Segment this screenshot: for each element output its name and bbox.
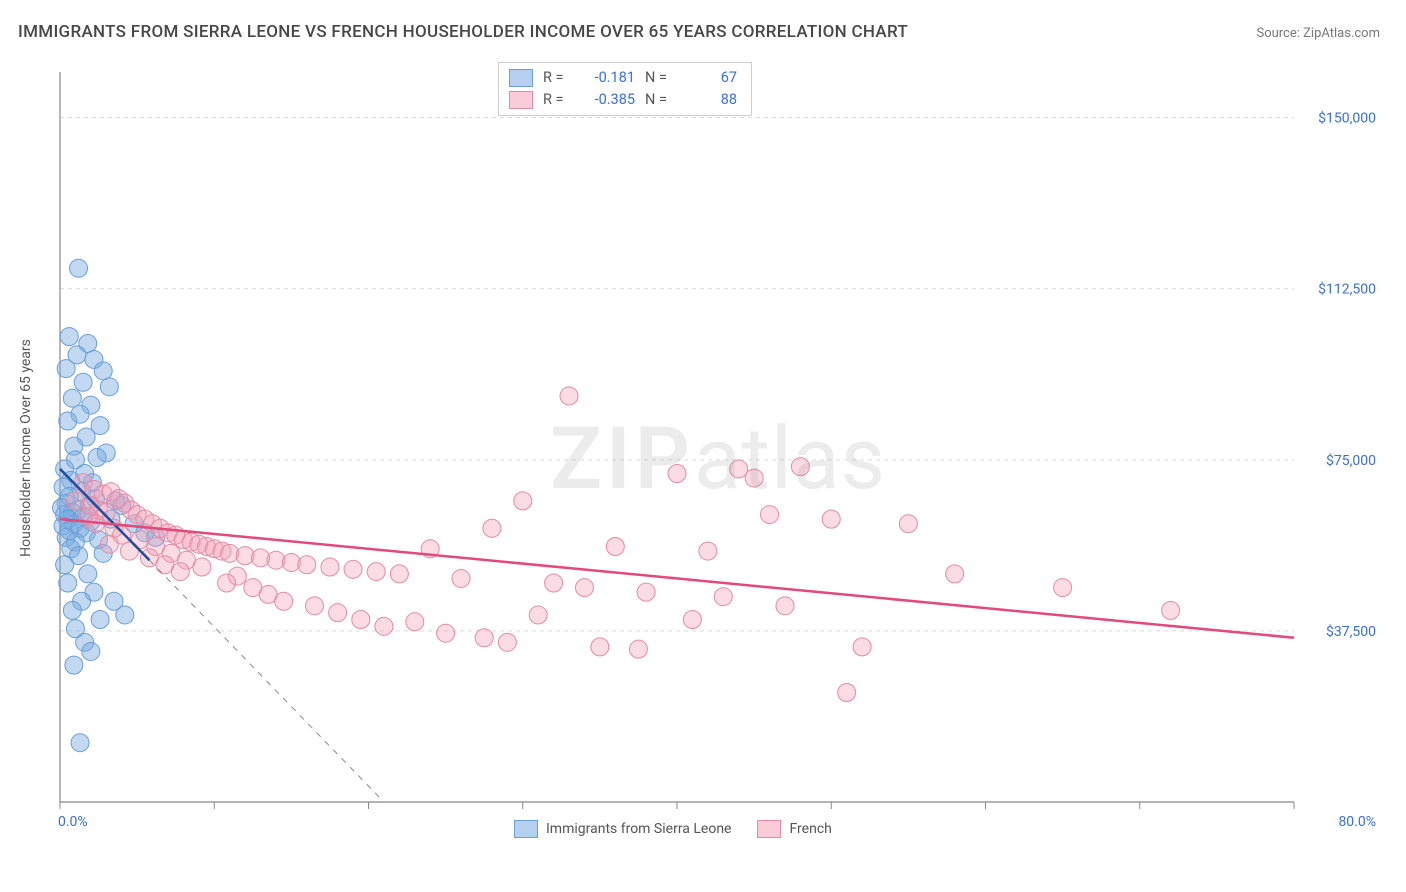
- swatch-pink: [509, 91, 533, 109]
- chart-title: IMMIGRANTS FROM SIERRA LEONE VS FRENCH H…: [18, 22, 908, 42]
- swatch-pink: [757, 820, 781, 838]
- legend-item-pink: French: [757, 820, 831, 838]
- r-value: -0.181: [581, 67, 635, 89]
- svg-text:$37,500: $37,500: [1326, 623, 1376, 640]
- swatch-blue: [514, 820, 538, 838]
- y-axis-label: Householder Income Over 65 years: [18, 339, 34, 557]
- n-label: N =: [645, 67, 673, 89]
- svg-text:0.0%: 0.0%: [58, 814, 88, 830]
- r-label: R =: [543, 89, 571, 111]
- r-value: -0.385: [581, 89, 635, 111]
- legend-row-pink: R = -0.385 N = 88: [509, 89, 737, 111]
- r-label: R =: [543, 67, 571, 89]
- legend-item-blue: Immigrants from Sierra Leone: [514, 820, 731, 838]
- n-value: 88: [683, 89, 737, 111]
- legend-label: Immigrants from Sierra Leone: [546, 821, 731, 837]
- swatch-blue: [509, 69, 533, 87]
- svg-text:80.0%: 80.0%: [1338, 814, 1376, 830]
- legend-label: French: [789, 821, 831, 837]
- scatter-chart: $37,500 $75,000 $112,500 $150,000 0.0% 80.0%: [50, 62, 1386, 834]
- n-value: 67: [683, 67, 737, 89]
- correlation-legend: R = -0.181 N = 67 R = -0.385 N = 88: [498, 62, 752, 116]
- svg-text:$75,000: $75,000: [1326, 452, 1376, 469]
- plot-area: Householder Income Over 65 years $37,500…: [50, 62, 1386, 834]
- svg-text:$150,000: $150,000: [1318, 110, 1376, 127]
- n-label: N =: [645, 89, 673, 111]
- series-legend: Immigrants from Sierra Leone French: [514, 820, 832, 838]
- svg-text:$112,500: $112,500: [1318, 281, 1376, 298]
- source-credit: Source: ZipAtlas.com: [1256, 26, 1380, 41]
- legend-row-blue: R = -0.181 N = 67: [509, 67, 737, 89]
